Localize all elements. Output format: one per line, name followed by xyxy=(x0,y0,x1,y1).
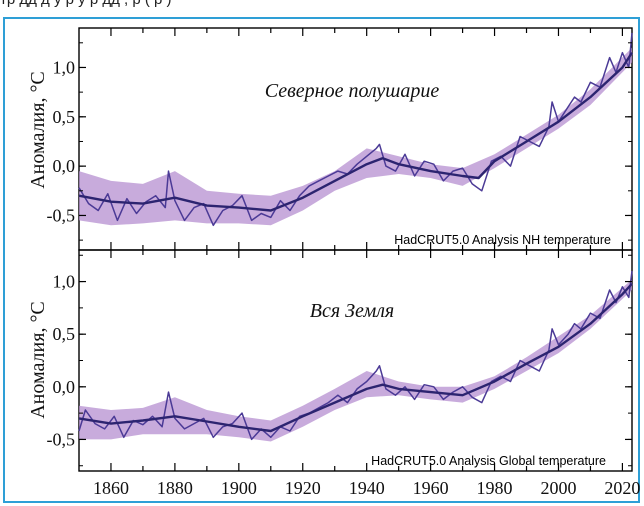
uncertainty-band-0 xyxy=(79,47,632,226)
source-label-nh: HadCRUT5.0 Analysis NH temperature xyxy=(394,233,611,247)
chart-title-nh: Северное полушарие xyxy=(265,80,440,102)
annual-line-0 xyxy=(78,32,633,227)
source-label-global: HadCRUT5.0 Analysis Global temperature xyxy=(371,454,606,468)
smoothed-line-0 xyxy=(78,52,634,212)
chart-title-global: Вся Земля xyxy=(310,300,394,322)
y-tick-label-1-2: 0,0 xyxy=(53,377,76,397)
y-tick-label-0-1: 0,5 xyxy=(53,107,76,127)
smoothed-line-1 xyxy=(78,282,633,433)
cropped-header-text: тр дд д у р у р дд , р ( р ) xyxy=(0,0,644,20)
x-tick-label-1940: 1940 xyxy=(349,478,385,498)
x-tick-label-1920: 1920 xyxy=(285,478,321,498)
x-tick-label-2020: 2020 xyxy=(604,478,640,498)
x-tick-label-1900: 1900 xyxy=(221,478,257,498)
y-axis-label-global: Аномалия, °C xyxy=(27,301,49,419)
y-tick-label-0-0: 1,0 xyxy=(53,57,76,77)
x-tick-label-1880: 1880 xyxy=(157,478,193,498)
header-fragment: тр дд д у р у р дд , р ( р ) xyxy=(0,0,172,8)
y-axis-label-nh: Аномалия, °C xyxy=(27,71,49,189)
y-tick-label-1-1: 0,5 xyxy=(53,324,76,344)
figure-frame xyxy=(3,17,640,503)
panel-global: Вся Земля HadCRUT5.0 Analysis Global tem… xyxy=(27,249,640,498)
plot-area-1 xyxy=(78,249,633,472)
x-tick-label-1980: 1980 xyxy=(477,478,513,498)
x-tick-label-1860: 1860 xyxy=(93,478,129,498)
y-tick-label-0-3: -0,5 xyxy=(47,205,76,225)
x-tick-label-1960: 1960 xyxy=(413,478,449,498)
x-tick-label-2000: 2000 xyxy=(540,478,576,498)
annual-line-1 xyxy=(78,270,633,441)
y-tick-label-0-2: 0,0 xyxy=(53,156,76,176)
y-tick-label-1-3: -0,5 xyxy=(47,429,76,449)
panel-northern-hemisphere: Северное полушарие HadCRUT5.0 Analysis N… xyxy=(27,27,634,251)
y-tick-label-1-0: 1,0 xyxy=(53,272,76,292)
